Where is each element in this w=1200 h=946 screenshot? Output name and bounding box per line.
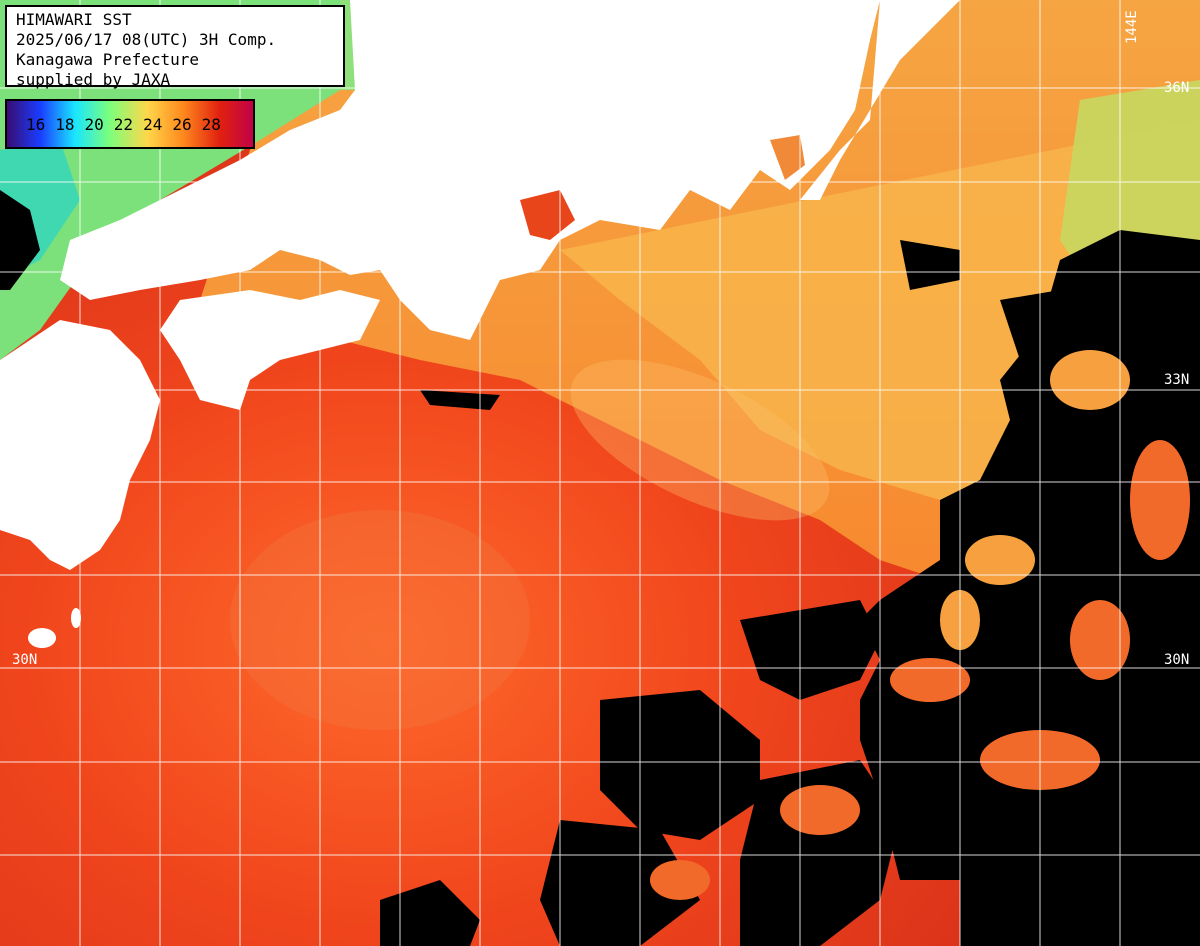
grid-label-30n-left: 30N [12, 652, 38, 668]
land-shikoku [160, 290, 380, 410]
bay-warm-suruga [770, 135, 805, 180]
title-line-3: Kanagawa Prefecture [16, 50, 200, 69]
land-honshu [60, 0, 880, 340]
land-tanegashima [28, 628, 56, 648]
scale-label: 24 [143, 114, 163, 134]
grid-label-144e: 144E [1124, 10, 1140, 44]
color-scale-labels: 16 18 20 22 24 26 28 [7, 101, 253, 147]
title-line-4: supplied by JAXA [16, 70, 171, 89]
grid-label-36n: 36N [1164, 80, 1190, 96]
title-line-1: HIMAWARI SST [16, 10, 132, 29]
land-kyushu-west [0, 370, 40, 460]
scale-label: 20 [84, 114, 104, 134]
color-scale: 16 18 20 22 24 26 28 [5, 99, 255, 149]
cold-water-nw [0, 0, 360, 360]
land-islet-a [71, 608, 81, 628]
title-box: HIMAWARI SST 2025/06/17 08(UTC) 3H Comp.… [5, 5, 345, 89]
title-line-2: 2025/06/17 08(UTC) 3H Comp. [16, 30, 277, 49]
scale-label: 16 [26, 114, 46, 134]
land-kanto [800, 0, 960, 200]
scale-gradient [5, 99, 255, 149]
scale-label: 26 [172, 114, 192, 134]
eddy-b [570, 359, 830, 521]
scale-label: 18 [55, 114, 75, 134]
bay-warm-ise [520, 190, 575, 240]
scale-label: 28 [201, 114, 221, 134]
eddy-a [230, 510, 530, 730]
grid-label-136e: 136E [482, 10, 498, 44]
grid-label-33n: 33N [1164, 372, 1190, 388]
grid-label-30n-right: 30N [1164, 652, 1190, 668]
scale-label: 22 [113, 114, 134, 134]
